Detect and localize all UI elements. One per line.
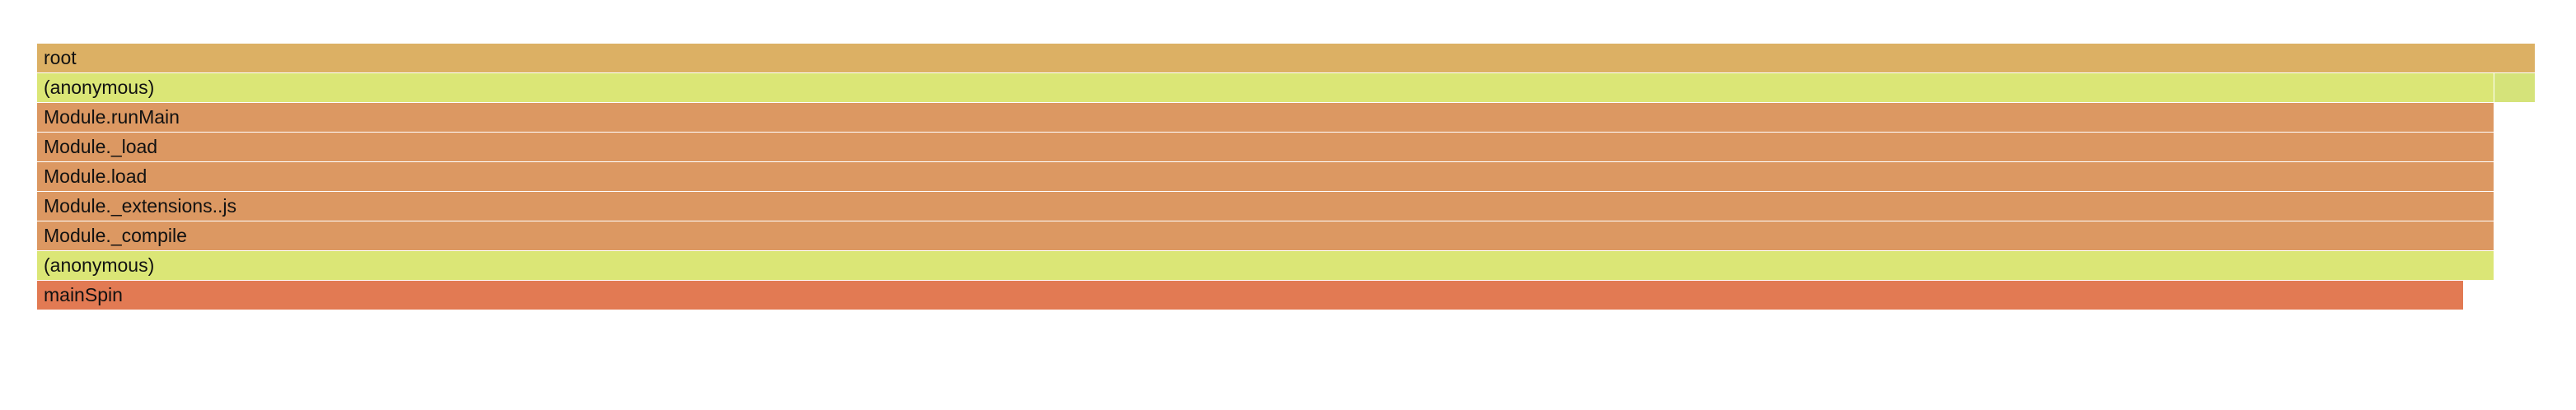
- flame-frame[interactable]: Module._extensions..js: [37, 192, 2494, 221]
- flame-frame-label: Module.runMain: [44, 103, 180, 132]
- flame-frame[interactable]: root: [37, 44, 2535, 72]
- flame-frame-label: Module._compile: [44, 221, 187, 250]
- flame-frame[interactable]: (anonymous): [37, 73, 2494, 102]
- flame-frame[interactable]: [2494, 73, 2535, 102]
- flame-frame[interactable]: mainSpin: [37, 281, 2463, 310]
- flame-frame-label: Module.load: [44, 162, 147, 191]
- flame-frame-label: Module._extensions..js: [44, 192, 237, 221]
- flame-frame[interactable]: (anonymous): [37, 251, 2494, 280]
- flame-frame[interactable]: Module.runMain: [37, 103, 2494, 132]
- flame-frame-label: root: [44, 44, 77, 72]
- flame-frame-label: (anonymous): [44, 251, 154, 280]
- flame-frame-label: Module._load: [44, 133, 157, 161]
- flame-frame-label: (anonymous): [44, 73, 154, 102]
- flame-frame[interactable]: Module._compile: [37, 221, 2494, 250]
- flame-frame-label: mainSpin: [44, 281, 123, 310]
- flame-frame[interactable]: Module._load: [37, 133, 2494, 161]
- flame-frame[interactable]: Module.load: [37, 162, 2494, 191]
